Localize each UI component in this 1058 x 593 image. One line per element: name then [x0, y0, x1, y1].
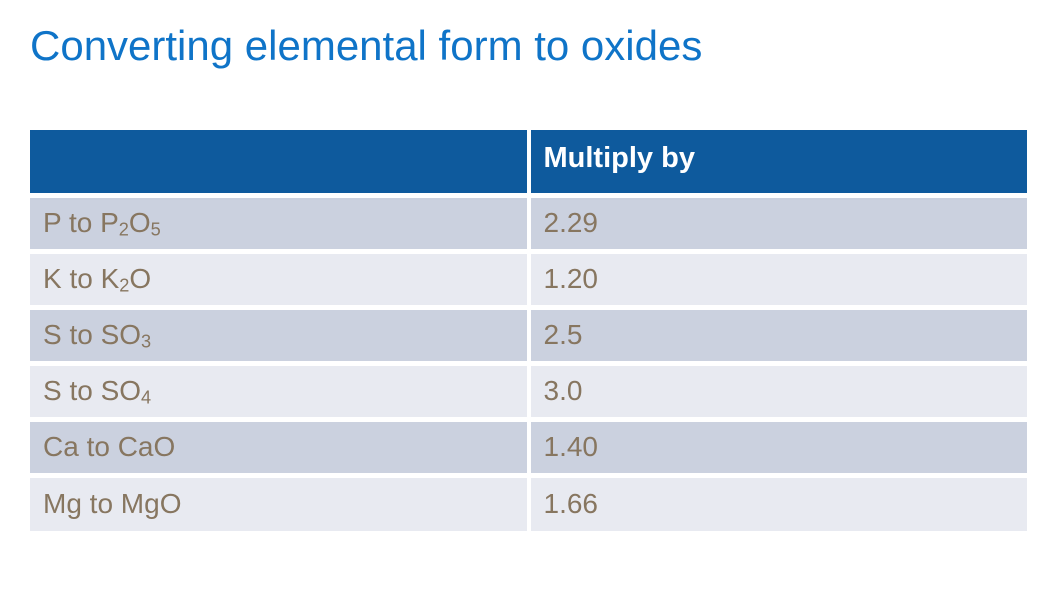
factor-cell: 2.5	[528, 304, 1027, 363]
conversion-table: Multiply by P to P2O5 2.29 K to K2O 1.20 S t…	[30, 130, 1027, 531]
table-row: Ca to CaO 1.40	[30, 416, 1027, 475]
factor-cell: 1.40	[528, 416, 1027, 475]
formula-text: O	[129, 263, 152, 294]
formula-text: S to SO	[43, 375, 142, 406]
formula-text: S to SO	[43, 319, 142, 350]
page-title: Converting elemental form to oxides	[30, 22, 703, 69]
formula-text: Ca to CaO	[43, 431, 176, 462]
table-body: P to P2O5 2.29 K to K2O 1.20 S to SO3 2.5 S to…	[30, 192, 1027, 531]
formula-subscript: 4	[141, 387, 152, 408]
table-row: S to SO3 2.5	[30, 304, 1027, 363]
table-row: Mg to MgO 1.66	[30, 472, 1027, 531]
formula-text: Mg to MgO	[43, 488, 182, 520]
header-cell-multiply-by: Multiply by	[528, 130, 1027, 195]
header-cell-conversion-blank	[30, 130, 531, 195]
formula-text: O	[128, 207, 151, 238]
formula-subscript: 3	[141, 331, 152, 352]
header-row: Multiply by	[30, 130, 1027, 195]
table-row: K to K2O 1.20	[30, 248, 1027, 307]
conversion-cell: S to SO3	[30, 304, 531, 363]
conversion-cell: P to P2O5	[30, 192, 531, 251]
formula-subscript: 2	[119, 275, 130, 296]
conversion-cell: Ca to CaO	[30, 416, 531, 475]
factor-cell: 1.20	[528, 248, 1027, 307]
factor-cell: 2.29	[528, 192, 1027, 251]
conversion-cell: K to K2O	[30, 248, 531, 307]
formula-text: K to K	[43, 263, 120, 294]
formula-text: P to P	[43, 207, 119, 238]
factor-cell: 1.66	[528, 472, 1027, 531]
table-row: S to SO4 3.0	[30, 360, 1027, 419]
conversion-cell: S to SO4	[30, 360, 531, 419]
formula-subscript: 5	[150, 219, 161, 240]
table-row: P to P2O5 2.29	[30, 192, 1027, 251]
formula-subscript: 2	[118, 219, 129, 240]
factor-cell: 3.0	[528, 360, 1027, 419]
table-header: Multiply by	[30, 130, 1027, 195]
conversion-cell: Mg to MgO	[30, 472, 531, 531]
